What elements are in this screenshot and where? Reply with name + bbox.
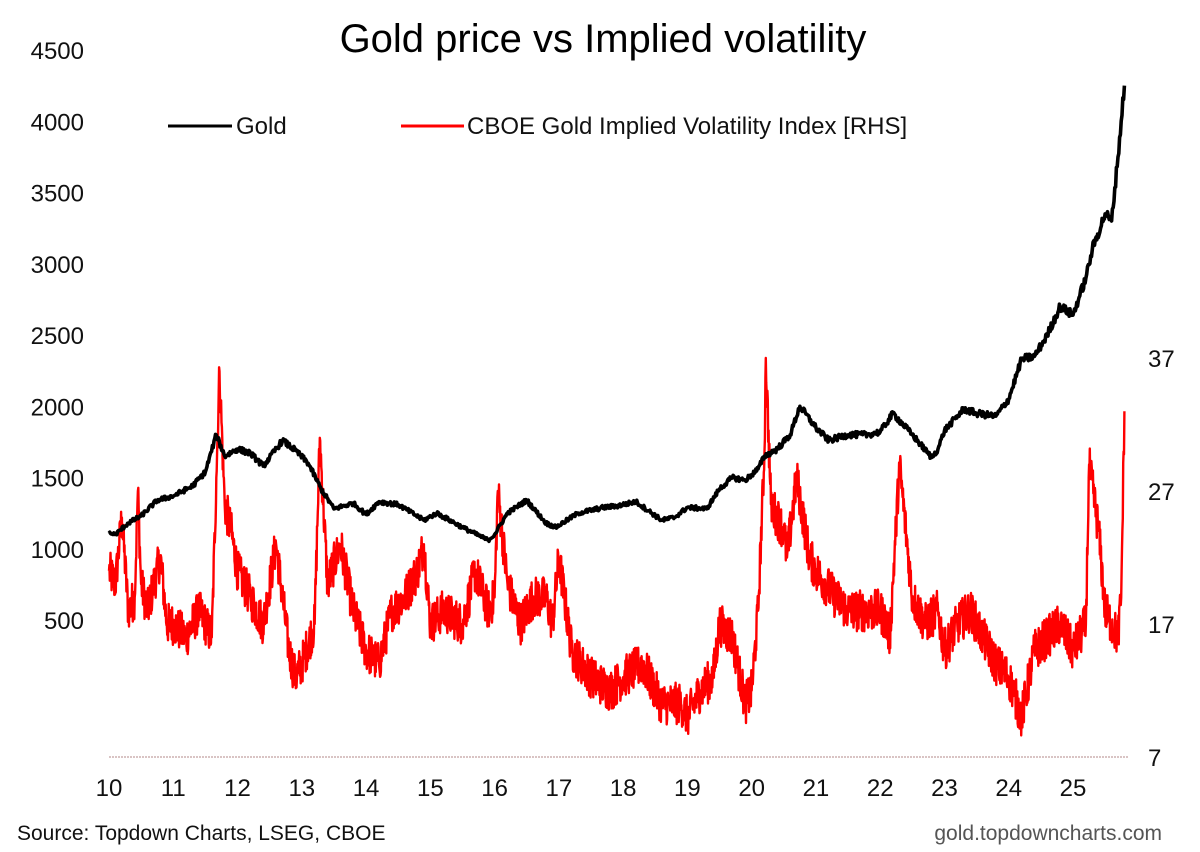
x-axis-tick-label: 24: [995, 775, 1022, 802]
left-axis-tick-label: 2000: [31, 394, 84, 421]
x-axis-tick-label: 16: [481, 775, 508, 802]
left-axis-tick-label: 1500: [31, 466, 84, 493]
x-axis-tick-label: 19: [674, 775, 701, 802]
right-axis: 7 17 27 37: [1148, 346, 1175, 772]
series-line-volatility: [107, 356, 1126, 737]
x-axis: 10 11 12 13 14 15 16 17 18 19 20 21 22 23 24 25: [96, 775, 1087, 802]
x-axis-tick-label: 14: [353, 775, 380, 802]
right-axis-tick-label: 17: [1148, 612, 1175, 639]
legend: Gold CBOE Gold Implied Volatility Index …: [168, 113, 907, 140]
chart-title: Gold price vs Implied volatility: [340, 17, 867, 61]
left-axis-tick-label: 1000: [31, 537, 84, 564]
x-axis-tick-label: 23: [931, 775, 958, 802]
x-axis-tick-label: 11: [161, 775, 186, 802]
left-axis: 500 1000 1500 2000 2500 3000 3500 4000 4500: [31, 38, 84, 635]
x-axis-tick-label: 18: [610, 775, 637, 802]
source-note: Source: Topdown Charts, LSEG, CBOE: [17, 822, 385, 845]
right-axis-tick-label: 7: [1148, 745, 1161, 772]
left-axis-tick-label: 4000: [31, 109, 84, 136]
x-axis-tick-label: 20: [738, 775, 765, 802]
left-axis-tick-label: 500: [44, 608, 84, 635]
left-axis-tick-label: 4500: [31, 38, 84, 65]
x-axis-tick-label: 17: [546, 775, 573, 802]
x-axis-tick-label: 10: [96, 775, 123, 802]
series-layer: [107, 85, 1127, 737]
x-axis-tick-label: 13: [288, 775, 315, 802]
x-axis-tick-label: 22: [867, 775, 894, 802]
x-axis-tick-label: 21: [803, 775, 830, 802]
x-axis-tick-label: 12: [224, 775, 251, 802]
series-line-gold: [107, 85, 1127, 544]
left-axis-tick-label: 3500: [31, 181, 84, 208]
left-axis-tick-label: 3000: [31, 252, 84, 279]
right-axis-tick-label: 27: [1148, 479, 1175, 506]
website-link[interactable]: gold.topdowncharts.com: [934, 822, 1162, 845]
legend-label-volatility: CBOE Gold Implied Volatility Index [RHS]: [467, 113, 907, 140]
x-axis-tick-label: 15: [417, 775, 444, 802]
right-axis-tick-label: 37: [1148, 346, 1175, 373]
x-axis-tick-label: 25: [1060, 775, 1087, 802]
legend-label-gold: Gold: [236, 113, 287, 140]
left-axis-tick-label: 2500: [31, 323, 84, 350]
